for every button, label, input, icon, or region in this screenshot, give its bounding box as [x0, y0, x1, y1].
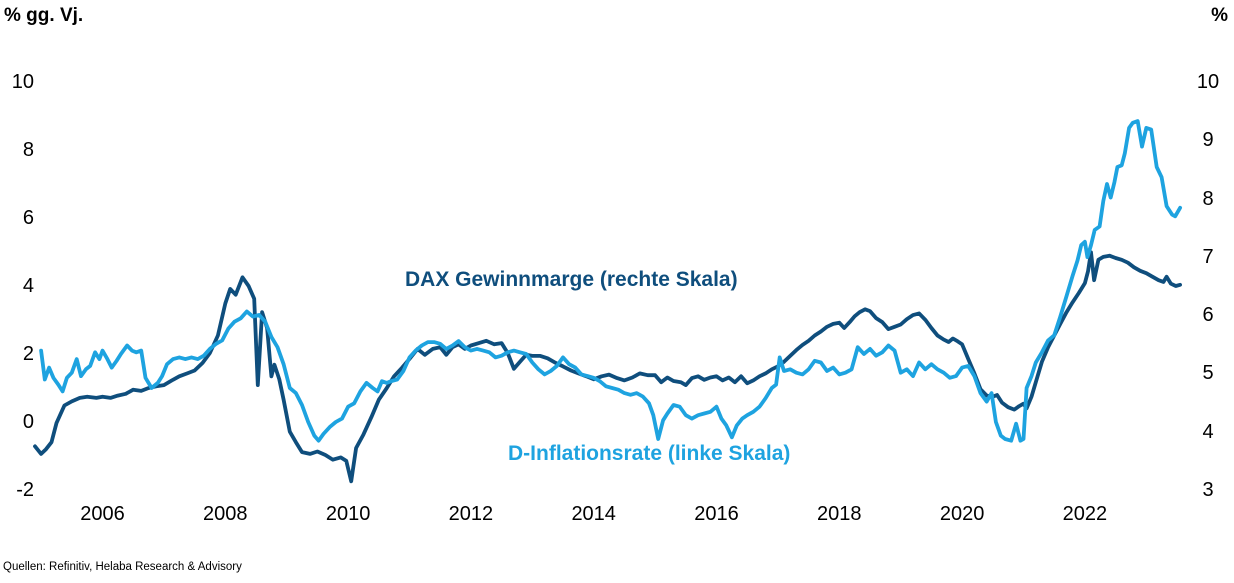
left-axis-tick: 8 [22, 139, 34, 161]
right-axis-tick: 3 [1202, 479, 1214, 501]
x-axis-tick: 2014 [571, 503, 616, 525]
left-axis-tick: 0 [22, 411, 34, 433]
right-axis-tick: 10 [1196, 71, 1220, 93]
left-axis-tick: -2 [16, 479, 34, 501]
x-axis-tick: 2010 [325, 503, 371, 525]
right-axis-tick: 7 [1202, 245, 1214, 268]
x-axis-tick: 2018 [817, 503, 862, 525]
series-line-dax-gewinnmarge [33, 250, 1182, 484]
x-axis-tick: 2020 [939, 503, 985, 525]
right-axis-tick: 9 [1202, 129, 1214, 152]
right-axis-tick: 8 [1202, 187, 1214, 210]
series-label-dax-gewinnmarge: DAX Gewinnmarge (rechte Skala) [405, 268, 738, 291]
right-axis-tick: 6 [1202, 304, 1214, 327]
left-axis-title: % gg. Vj. [4, 5, 84, 26]
x-axis-tick: 2022 [1062, 503, 1108, 525]
source-note: Quellen: Refinitiv, Helaba Research & Ad… [3, 561, 242, 573]
left-axis-tick: 6 [22, 207, 34, 229]
x-axis-tick: 2016 [694, 503, 739, 525]
right-axis-tick: 4 [1202, 420, 1214, 443]
left-axis-tick: 2 [22, 343, 34, 365]
series-label-d-inflationsrate: D-Inflationsrate (linke Skala) [508, 442, 791, 465]
left-axis-tick: 10 [11, 71, 34, 93]
left-axis-tick: 4 [22, 275, 34, 297]
x-axis-tick: 2008 [203, 503, 248, 525]
right-axis-tick: 5 [1202, 362, 1214, 385]
x-axis-tick: 2006 [80, 503, 125, 525]
right-axis-title: % [1211, 5, 1228, 26]
series-line-d-inflationsrate [39, 119, 1182, 443]
x-axis-tick: 2012 [448, 503, 494, 525]
